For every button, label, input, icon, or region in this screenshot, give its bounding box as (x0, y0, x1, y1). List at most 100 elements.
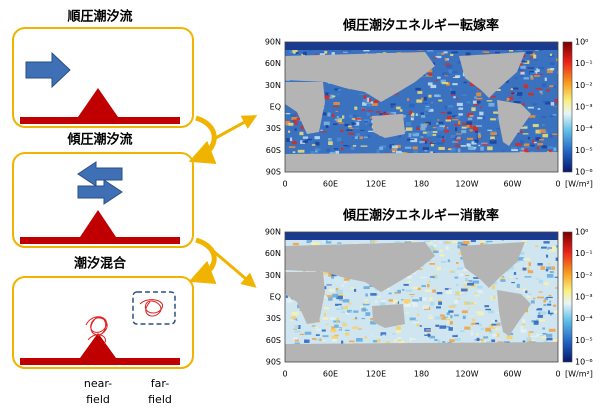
ocean-texture (315, 334, 320, 336)
ocean-texture (551, 266, 556, 271)
ocean-texture (410, 338, 416, 340)
ocean-texture (530, 72, 537, 75)
ocean-texture (353, 310, 359, 313)
ocean-texture (409, 294, 415, 296)
ocean-texture (452, 71, 458, 73)
panel-title: 潮汐混合 (74, 256, 127, 272)
ocean-texture (546, 69, 553, 74)
ocean-texture (429, 245, 434, 250)
ocean-texture (548, 149, 552, 154)
ocean-texture (522, 288, 527, 292)
ocean-texture (533, 54, 537, 59)
ocean-texture (337, 242, 342, 244)
ocean-texture (432, 126, 437, 129)
ocean-texture (287, 302, 291, 304)
ocean-texture (457, 332, 461, 335)
ocean-texture (475, 151, 481, 153)
ocean-texture (464, 280, 470, 283)
ocean-texture (474, 292, 478, 294)
ocean-texture (557, 130, 558, 135)
ocean-texture (370, 240, 378, 242)
ocean-texture (521, 60, 528, 63)
ocean-texture (388, 292, 392, 295)
ocean-texture (352, 145, 357, 147)
ocean-texture (342, 115, 345, 119)
ocean-texture (476, 341, 480, 343)
ocean-texture (529, 143, 534, 146)
ocean-texture (337, 93, 341, 95)
ocean-texture (544, 260, 548, 262)
ocean-texture (447, 147, 451, 149)
ocean-texture (354, 121, 360, 126)
ocean-texture (462, 94, 468, 96)
ocean-texture (387, 111, 392, 116)
ocean-texture (535, 137, 541, 141)
ocean-texture (368, 130, 374, 132)
ocean-texture (547, 247, 553, 250)
ocean-texture (336, 321, 339, 324)
ocean-texture (520, 73, 524, 78)
ocean-texture (370, 318, 376, 321)
map-frame (284, 231, 559, 363)
ocean-texture (286, 298, 293, 303)
ocean-texture (363, 336, 368, 339)
ocean-texture (325, 240, 332, 244)
ocean-texture (444, 63, 451, 66)
flow-arrow (77, 161, 123, 187)
ocean-texture (450, 91, 456, 95)
ocean-texture (531, 139, 535, 144)
ocean-texture (458, 107, 464, 110)
ocean-texture (523, 146, 531, 148)
ocean-texture (394, 241, 401, 245)
ocean-texture (528, 333, 531, 338)
lat-label: 30S (266, 124, 281, 133)
ocean-texture (298, 311, 301, 316)
ocean-texture (487, 146, 493, 151)
ocean-texture (488, 310, 495, 314)
ocean-texture (439, 325, 447, 329)
ocean-texture (345, 332, 350, 336)
ocean-texture (396, 326, 402, 330)
ocean-texture (297, 304, 300, 309)
colorbar (562, 231, 573, 363)
panel-title: 傾圧潮汐流 (66, 132, 132, 148)
ocean-texture (311, 325, 316, 327)
ocean-texture (543, 282, 550, 286)
ocean-texture (545, 281, 549, 283)
ocean-texture (527, 67, 534, 69)
ocean-texture (329, 151, 335, 156)
ocean-texture (438, 121, 444, 124)
ocean-texture (382, 334, 386, 338)
ocean-texture (469, 124, 473, 128)
ocean-texture (444, 130, 449, 133)
ocean-texture (294, 113, 301, 115)
link-arrow (211, 248, 257, 288)
ocean-texture (520, 140, 524, 144)
ocean-texture (423, 112, 427, 115)
ocean-texture (353, 288, 357, 292)
ocean-texture (420, 123, 427, 128)
ocean-texture (534, 70, 538, 75)
ocean-texture (438, 146, 445, 150)
ocean-texture (391, 333, 396, 335)
ocean-texture (429, 142, 437, 144)
ocean-texture (476, 337, 480, 342)
lon-label: 0 (555, 370, 560, 379)
ocean-texture (313, 326, 318, 328)
ocean-texture (420, 112, 427, 116)
ocean-texture (530, 151, 535, 153)
ocean-texture (370, 321, 377, 325)
ocean-texture (458, 120, 461, 125)
ocean-texture (314, 53, 318, 56)
ocean-texture (492, 333, 497, 337)
lon-label: 0 (555, 180, 560, 189)
ocean-texture (456, 261, 459, 264)
ocean-texture (467, 113, 474, 117)
ocean-texture (477, 134, 482, 139)
ocean-texture (412, 299, 419, 302)
ocean-texture (394, 93, 399, 95)
ocean-texture (323, 121, 330, 126)
ocean-texture (452, 83, 458, 86)
ocean-texture (361, 317, 366, 320)
ocean-texture (319, 338, 322, 342)
